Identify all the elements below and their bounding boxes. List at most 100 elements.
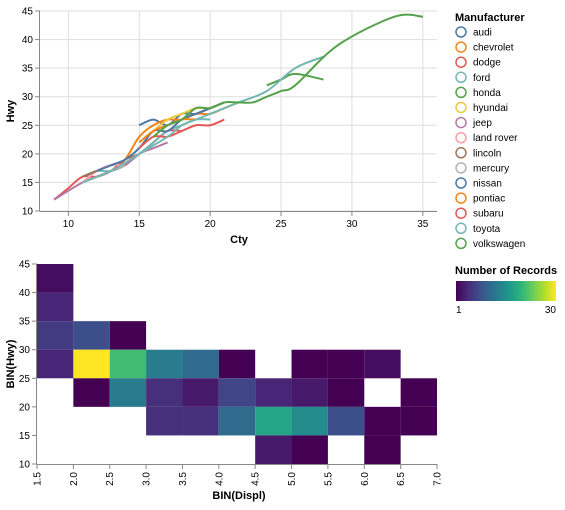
heatmap-x-tick-label: 4.5: [251, 472, 262, 486]
heatmap-cell: [37, 321, 74, 350]
legend-symbol-pontiac: [455, 192, 467, 204]
line-y-tick-label: 20: [22, 149, 34, 160]
heatmap-x-tick-label: 2.0: [69, 472, 80, 486]
line-x-tick-label: 15: [134, 219, 146, 230]
line-y-axis-title: Hwy: [5, 99, 17, 123]
legend-label-ford: ford: [473, 73, 490, 84]
legend-symbol-ford: [455, 71, 467, 84]
heatmap-cell: [146, 378, 183, 407]
line-x-tick-label: 35: [417, 219, 429, 230]
heatmap-cell: [327, 349, 365, 379]
line-chart: 10 15 20 25 30 35 10 15 20 25 30 35 40 45 Cty Hwy Man…: [5, 7, 525, 250]
heatmap-cell: [182, 349, 219, 379]
heatmap-cell: [218, 349, 256, 379]
legend-symbol-toyota: [455, 222, 467, 235]
legend-symbol-audi: [455, 26, 467, 38]
heatmap-cell: [37, 264, 74, 293]
heatmap-cell: [291, 349, 328, 379]
legend-label-land-rover: land rover: [473, 133, 518, 144]
heatmap-cell: [146, 349, 183, 379]
heatmap-x-tick-label: 6.0: [360, 472, 371, 486]
line-x-tick-label: 25: [275, 219, 287, 230]
line-x-axis-title: Cty: [230, 234, 249, 246]
legend-label-nissan: nissan: [473, 179, 502, 190]
legend-symbol-hyundai: [455, 101, 467, 114]
legend-label-chevrolet: chevrolet: [473, 43, 514, 54]
heatmap-x-tick-label: 4.0: [214, 472, 225, 486]
line-y-tick-label: 40: [22, 35, 34, 46]
line-y-tick-label: 45: [22, 7, 34, 18]
heatmap-cell: [291, 435, 328, 464]
legend-symbol-lincoln: [455, 147, 467, 159]
heatmap-cell: [255, 435, 292, 464]
records-legend: Number of Records 1 30: [455, 265, 557, 316]
heatmap-cell: [182, 406, 219, 436]
legend-label-jeep: jeep: [472, 118, 492, 129]
heatmap-cell: [327, 378, 365, 407]
line-chart-grid: [40, 10, 437, 212]
heatmap-x-tick-label: 6.5: [396, 472, 407, 486]
legend-label-subaru: subaru: [473, 209, 504, 220]
heatmap-y-axis-title: BIN(Hwy): [5, 339, 17, 388]
legend-label-lincoln: lincoln: [473, 148, 501, 159]
heatmap-x-tick-label: 7.0: [433, 472, 444, 486]
heatmap-cell: [218, 378, 256, 407]
legend-symbol-subaru: [455, 207, 467, 219]
legend-label-audi: audi: [473, 28, 492, 39]
line-x-tick-label: 20: [205, 219, 217, 230]
legend-label-toyota: toyota: [473, 224, 501, 235]
heatmap-cell: [73, 349, 110, 379]
records-legend-max: 30: [545, 305, 557, 316]
heatmap-cells: [37, 264, 437, 464]
heatmap-y-tick-label: 20: [19, 402, 31, 413]
heatmap-cell: [400, 406, 437, 436]
heatmap-cell: [364, 406, 401, 436]
legend-symbol-chevrolet: [455, 41, 467, 53]
heatmap-x-tick-label: 1.5: [33, 472, 44, 486]
line-y-tick-label: 30: [22, 92, 34, 103]
heatmap-cell: [109, 321, 147, 350]
legend-label-volkswagen: volkswagen: [473, 239, 525, 250]
legend-symbol-jeep: [455, 116, 467, 129]
heatmap-x-tick-label: 5.5: [323, 472, 334, 486]
heatmap-y-tick-label: 35: [19, 317, 31, 328]
line-y-tick-label: 10: [22, 207, 34, 218]
heatmap-y-tick-label: 15: [19, 431, 31, 442]
heatmap-y-tick-label: 25: [19, 374, 31, 385]
heatmap-x-tick-label: 5.0: [287, 472, 298, 486]
heatmap-axes: 1.5 2.0 2.5 3.0 3.5 4.0 4.5 5.0 5.5 6.0 6.5 7.0 10 15…: [19, 260, 444, 486]
manufacturer-legend-title: Manufacturer: [455, 12, 525, 24]
legend-symbol-nissan: [455, 177, 467, 189]
legend-symbol-honda: [455, 86, 467, 99]
heatmap-cell: [146, 406, 183, 436]
legend-label-pontiac: pontiac: [473, 194, 505, 205]
series-line-toyota: [82, 55, 324, 184]
manufacturer-legend: Manufacturer audi chevrolet dodge ford honda…: [455, 12, 525, 250]
heatmap-cell: [37, 292, 74, 322]
heatmap-cell: [291, 378, 328, 407]
heatmap-cell: [255, 378, 292, 407]
heatmap-cell: [37, 349, 74, 379]
legend-symbol-volkswagen: [455, 237, 467, 250]
legend-label-honda: honda: [473, 88, 501, 99]
heatmap-cell: [109, 378, 147, 407]
series-line-lincoln: [82, 170, 98, 178]
heatmap-y-tick-label: 40: [19, 288, 31, 299]
legend-symbol-mercury: [455, 162, 467, 174]
heatmap-y-tick-label: 45: [19, 260, 31, 271]
records-color-ramp: [456, 281, 556, 301]
heatmap-cell: [73, 321, 110, 350]
heatmap-cell: [364, 349, 401, 379]
heatmap-cell: [182, 378, 219, 407]
legend-symbol-dodge: [455, 56, 467, 68]
legend-symbol-land-rover: [455, 131, 467, 144]
heatmap-cell: [400, 378, 437, 407]
legend-label-dodge: dodge: [473, 58, 501, 69]
line-x-tick-label: 10: [63, 219, 75, 230]
legend-label-mercury: mercury: [473, 163, 509, 174]
heatmap-chart: 1.5 2.0 2.5 3.0 3.5 4.0 4.5 5.0 5.5 6.0 6.5 7.0 10 15…: [5, 260, 557, 503]
heatmap-x-axis-title: BIN(Displ): [212, 490, 266, 502]
heatmap-cell: [255, 406, 292, 436]
